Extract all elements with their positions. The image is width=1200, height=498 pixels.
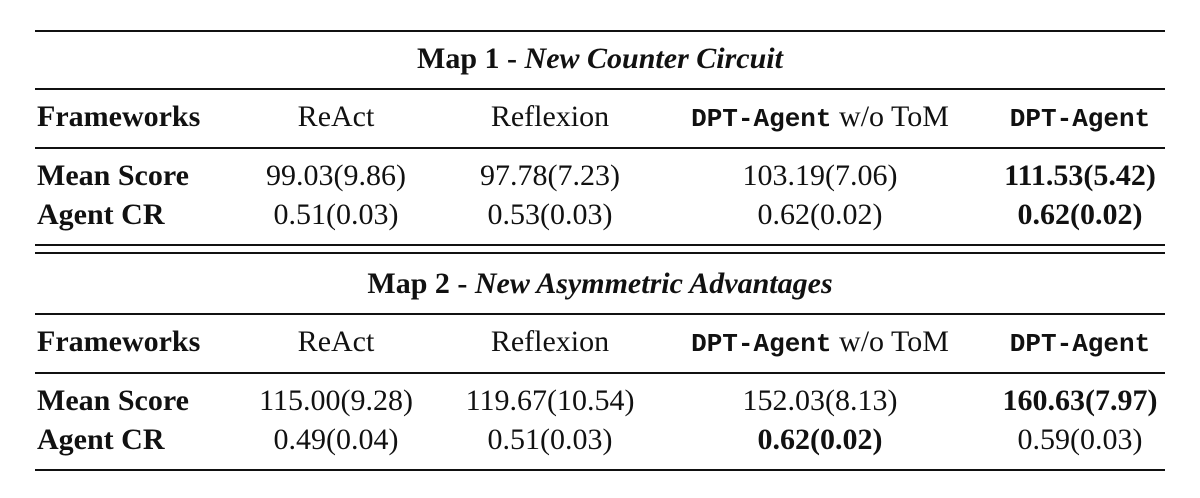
title-name: New Counter Circuit bbox=[524, 42, 783, 75]
cell: 103.19(7.06) bbox=[742, 159, 898, 192]
cell: 0.51(0.03) bbox=[487, 423, 613, 456]
rule bbox=[35, 252, 1165, 254]
header-cell: Frameworks bbox=[37, 324, 200, 360]
cell: 0.62(0.02) bbox=[757, 423, 883, 456]
header-text: w/o ToM bbox=[839, 100, 949, 133]
row-label: Agent CR bbox=[37, 198, 165, 231]
rule bbox=[35, 469, 1165, 471]
cell: 119.67(10.54) bbox=[465, 384, 635, 417]
cell: 115.00(9.28) bbox=[259, 384, 413, 417]
cell: 160.63(7.97) bbox=[1002, 384, 1158, 417]
rule bbox=[35, 244, 1165, 246]
mono-name: DPT-Agent bbox=[1009, 329, 1151, 359]
header-cell: ReAct bbox=[298, 324, 375, 360]
cell: 152.03(8.13) bbox=[742, 384, 898, 417]
row-label: Mean Score bbox=[37, 159, 189, 192]
row-label: Mean Score bbox=[37, 384, 189, 417]
header-text: ReAct bbox=[297, 325, 375, 358]
title-prefix: Map 2 - bbox=[367, 267, 468, 300]
header-text: Frameworks bbox=[37, 100, 201, 133]
cell: 0.62(0.02) bbox=[1017, 198, 1143, 231]
cell: 0.59(0.03) bbox=[1017, 423, 1143, 456]
rule bbox=[35, 147, 1165, 149]
cell: 0.51(0.03) bbox=[273, 198, 399, 231]
header-text: Reflexion bbox=[490, 100, 610, 133]
rule bbox=[35, 88, 1165, 90]
header-text: w/o ToM bbox=[839, 325, 949, 358]
row-label: Agent CR bbox=[37, 423, 165, 456]
header-cell: DPT-Agent w/o ToM bbox=[691, 324, 949, 360]
header-cell: DPT-Agent w/o ToM bbox=[691, 99, 949, 135]
rule bbox=[35, 372, 1165, 374]
mono-name: DPT-Agent bbox=[691, 329, 832, 359]
header-cell: ReAct bbox=[298, 99, 375, 135]
header-cell: DPT-Agent bbox=[1010, 324, 1150, 360]
rule bbox=[35, 313, 1165, 315]
title-prefix: Map 1 - bbox=[417, 42, 518, 75]
mono-name: DPT-Agent bbox=[691, 104, 832, 134]
cell: 0.49(0.04) bbox=[273, 423, 399, 456]
cell: 97.78(7.23) bbox=[480, 159, 620, 192]
header-cell: Frameworks bbox=[37, 99, 200, 135]
header-cell: Reflexion bbox=[491, 324, 609, 360]
mono-name: DPT-Agent bbox=[1009, 104, 1151, 134]
cell: 99.03(9.86) bbox=[266, 159, 406, 192]
cell: 0.53(0.03) bbox=[487, 198, 613, 231]
cell: 0.62(0.02) bbox=[757, 198, 883, 231]
rule bbox=[35, 30, 1165, 32]
section-title: Map 2 - New Asymmetric Advantages bbox=[367, 266, 832, 302]
header-text: Reflexion bbox=[490, 325, 610, 358]
header-cell: Reflexion bbox=[491, 99, 609, 135]
title-name: New Asymmetric Advantages bbox=[474, 267, 833, 300]
section-title: Map 1 - New Counter Circuit bbox=[417, 41, 783, 77]
header-text: Frameworks bbox=[37, 325, 201, 358]
header-cell: DPT-Agent bbox=[1010, 99, 1150, 135]
cell: 111.53(5.42) bbox=[1004, 159, 1156, 192]
header-text: ReAct bbox=[297, 100, 375, 133]
